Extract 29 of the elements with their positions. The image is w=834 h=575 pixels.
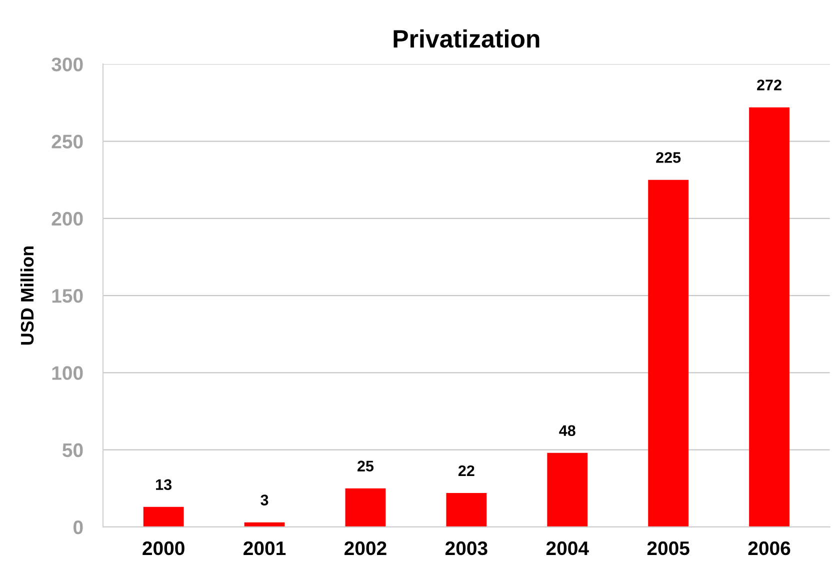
bar <box>749 107 790 527</box>
data-label: 272 <box>757 80 782 90</box>
data-label: 13 <box>156 479 172 490</box>
y-tick-label: 250 <box>52 134 83 148</box>
x-tick-label: 2002 <box>344 541 386 556</box>
x-tick-label: 2000 <box>142 541 184 556</box>
y-tick-label: 150 <box>52 289 83 303</box>
bar <box>143 506 184 527</box>
y-tick-label: 200 <box>52 212 83 226</box>
y-tick-label: 50 <box>62 443 83 458</box>
data-label: 22 <box>458 465 474 476</box>
data-label: 225 <box>656 152 681 163</box>
x-tick-label: 2006 <box>748 541 790 556</box>
y-tick-label: 100 <box>52 366 83 380</box>
x-tick-label: 2003 <box>445 541 488 556</box>
y-axis-title: USD Million <box>20 246 34 345</box>
x-tick-label: 2001 <box>244 541 286 556</box>
chart-title: Privatization <box>394 29 540 48</box>
bar <box>648 180 688 527</box>
x-tick-label: 2005 <box>647 541 690 556</box>
data-label: 3 <box>260 494 268 506</box>
y-tick-label: 300 <box>52 58 83 72</box>
x-tick-label: 2004 <box>546 541 589 556</box>
bar <box>446 493 487 527</box>
y-tick-label: 0 <box>74 520 83 534</box>
bar <box>345 488 386 527</box>
data-label: 48 <box>559 425 576 436</box>
bar <box>547 452 588 527</box>
data-label: 25 <box>358 460 374 472</box>
